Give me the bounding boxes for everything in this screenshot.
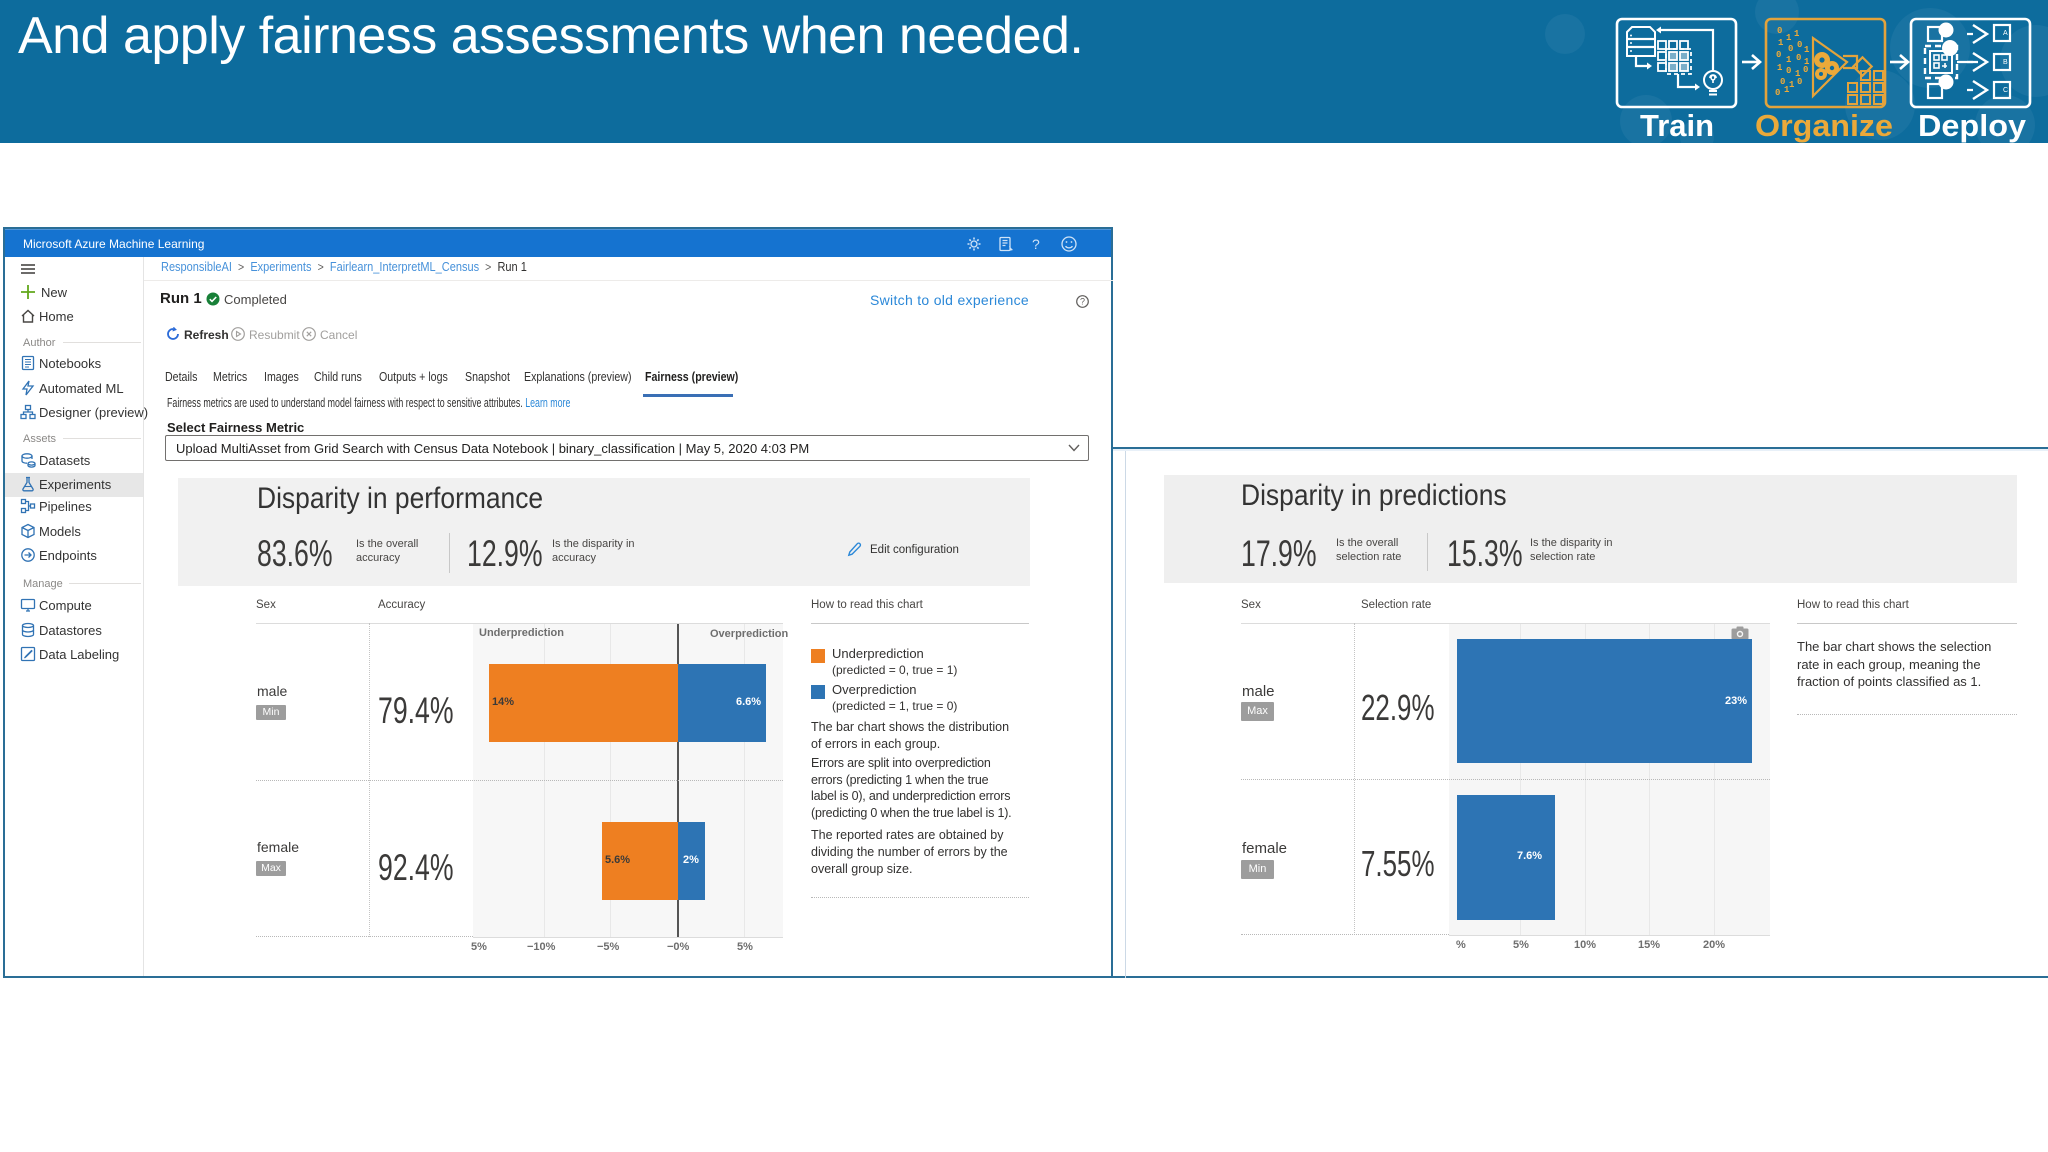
svg-text:0: 0 <box>1780 77 1785 87</box>
svg-text:0: 0 <box>1776 50 1781 60</box>
svg-text:Organize: Organize <box>1755 108 1893 143</box>
svg-text:0: 0 <box>1796 53 1801 63</box>
svg-text:C: C <box>2003 87 2008 94</box>
svg-text:0: 0 <box>1775 88 1780 98</box>
svg-text:?: ? <box>1032 236 1040 252</box>
svg-text:Train: Train <box>1640 108 1714 143</box>
svg-text:0: 0 <box>1786 66 1791 76</box>
svg-text:?: ? <box>1080 297 1085 307</box>
svg-text:0: 0 <box>1797 40 1802 50</box>
svg-text:1: 1 <box>1795 69 1801 79</box>
svg-text:0: 0 <box>1803 65 1808 75</box>
svg-text:1: 1 <box>1804 45 1810 55</box>
svg-text:A: A <box>2003 30 2008 37</box>
svg-text:1: 1 <box>1786 55 1792 65</box>
svg-text:0: 0 <box>1777 26 1782 36</box>
svg-text:0: 0 <box>1788 44 1793 54</box>
svg-text:1: 1 <box>1778 38 1784 48</box>
svg-text:1: 1 <box>1804 57 1810 67</box>
svg-text:1: 1 <box>1777 63 1783 73</box>
svg-text:Deploy: Deploy <box>1918 108 2027 143</box>
svg-text:B: B <box>2003 59 2008 66</box>
svg-text:1: 1 <box>1784 85 1790 95</box>
svg-text:1: 1 <box>1786 33 1792 43</box>
svg-text:0: 0 <box>1797 77 1802 87</box>
svg-text:1: 1 <box>1794 29 1800 39</box>
svg-text:1: 1 <box>1789 80 1795 90</box>
